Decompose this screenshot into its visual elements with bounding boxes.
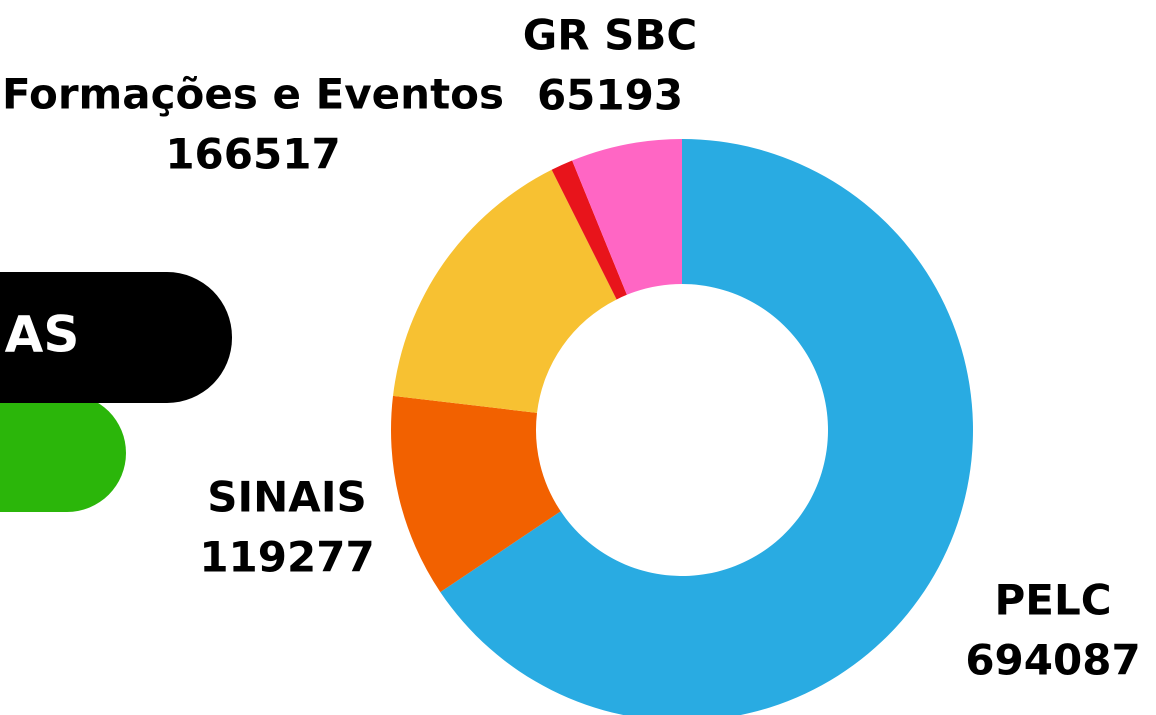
banner-text: AS xyxy=(5,306,80,364)
slice xyxy=(391,395,561,593)
slice xyxy=(393,169,617,413)
value-label: 166517 xyxy=(165,130,340,179)
slice xyxy=(440,139,973,715)
slice-label: Formações e Eventos xyxy=(2,70,504,119)
value-label: 65193 xyxy=(537,71,683,120)
black-pill xyxy=(0,272,232,403)
slice-label: PELC xyxy=(994,576,1111,625)
value-label: 694087 xyxy=(965,636,1140,685)
slice-label: GR SBC xyxy=(523,11,698,60)
slice xyxy=(572,139,682,295)
green-pill xyxy=(0,394,126,512)
slice-label: SINAIS xyxy=(207,473,366,522)
slice xyxy=(551,160,627,300)
value-label: 119277 xyxy=(199,533,374,582)
